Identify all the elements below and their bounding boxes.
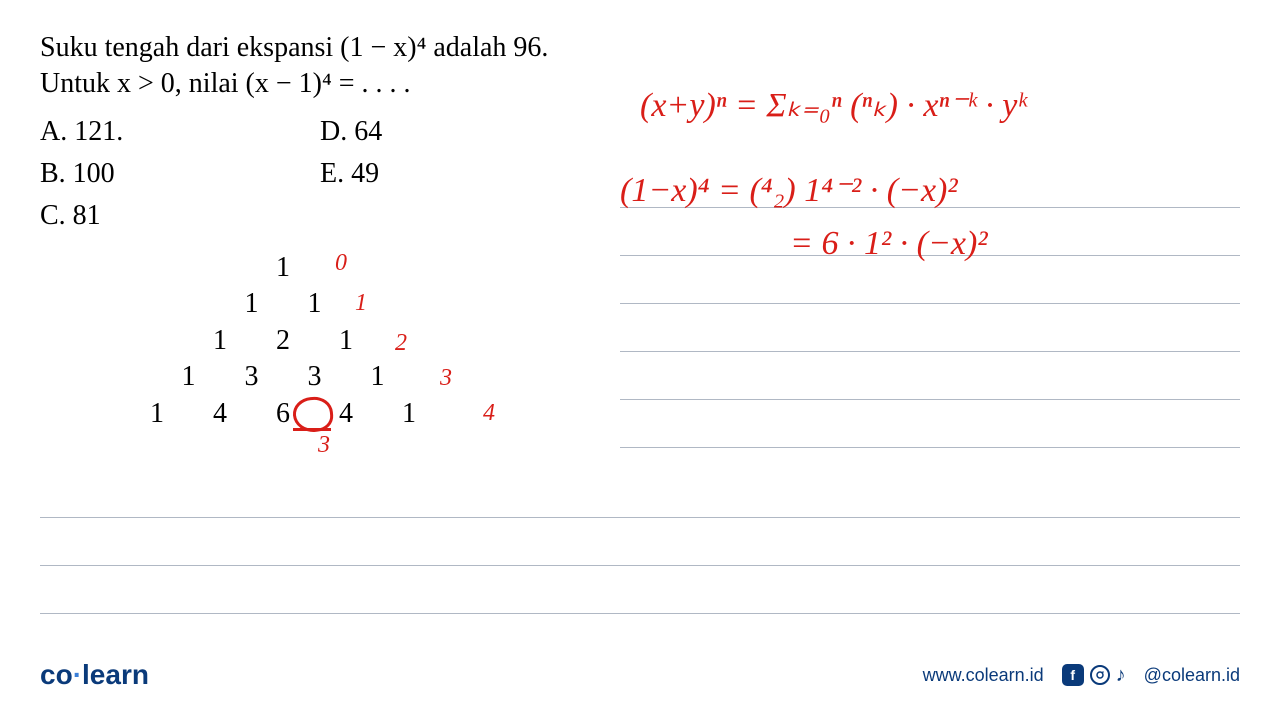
social-icons: f ♪ [1062, 664, 1126, 687]
pascal-label-4: 4 [483, 400, 495, 427]
pascal-row-3: 1 3 3 1 [150, 359, 416, 395]
pascal-triangle: 1 1 1 1 2 1 1 3 3 1 1 4 6 4 1 [150, 250, 416, 432]
pascal-label-below: 3 [318, 432, 330, 459]
option-a: A. 121. [40, 111, 320, 153]
facebook-icon: f [1062, 664, 1084, 686]
pascal-row-0: 1 [150, 250, 416, 286]
footer-right: www.colearn.id f ♪ @colearn.id [923, 664, 1240, 687]
option-e: E. 49 [320, 153, 520, 195]
pascal-label-2: 2 [395, 330, 407, 357]
pascal-label-0: 0 [335, 250, 347, 277]
option-b: B. 100 [40, 153, 320, 195]
logo-co: co [40, 659, 73, 690]
pascal-row-4: 1 4 6 4 1 [150, 396, 416, 432]
tiktok-icon: ♪ [1116, 664, 1126, 687]
option-c: C. 81 [40, 195, 320, 237]
question-line-1: Suku tengah dari ekspansi (1 − x)⁴ adala… [40, 30, 1240, 66]
handwritten-expansion-2: = 6 · 1² · (−x)² [790, 225, 988, 263]
pascal-label-1: 1 [355, 290, 367, 317]
handwritten-expansion-1: (1−x)⁴ = (⁴₂) 1⁴⁻² · (−x)² [620, 170, 958, 210]
option-d: D. 64 [320, 111, 520, 153]
website-url: www.colearn.id [923, 665, 1044, 686]
footer: co·learn www.colearn.id f ♪ @colearn.id [0, 650, 1280, 700]
underline-annotation [293, 428, 331, 431]
pascal-label-3: 3 [440, 365, 452, 392]
pascal-row-1: 1 1 [150, 286, 416, 322]
ruled-lines-bottom [40, 470, 1240, 614]
logo-learn: learn [82, 659, 149, 690]
pascal-row-2: 1 2 1 [150, 323, 416, 359]
instagram-icon [1090, 665, 1110, 685]
logo-dot-icon: · [73, 659, 82, 690]
social-handle: @colearn.id [1144, 665, 1240, 686]
handwritten-binomial-formula: (x+y)ⁿ = Σₖ₌₀ⁿ (ⁿₖ) · xⁿ⁻ᵏ · yᵏ [640, 85, 1027, 125]
logo: co·learn [40, 659, 149, 691]
